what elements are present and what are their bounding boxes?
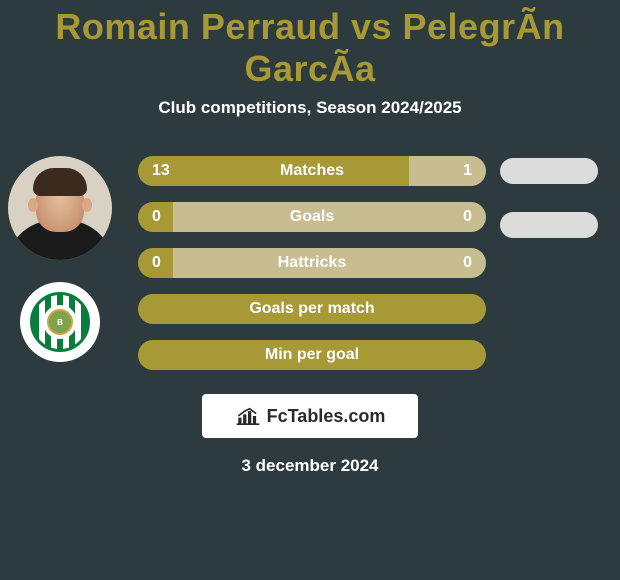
stat-full-segment <box>138 340 486 370</box>
stat-row: Goals per match <box>138 294 486 324</box>
stat-p2-segment: 0 <box>173 248 486 278</box>
stat-bars: 131Matches00Goals00HattricksGoals per ma… <box>138 156 486 370</box>
stat-p1-segment: 0 <box>138 202 173 232</box>
stat-p1-value: 0 <box>152 208 161 226</box>
chart-icon <box>235 406 261 426</box>
stat-p1-value: 0 <box>152 254 161 272</box>
snapshot-date: 3 december 2024 <box>0 456 620 476</box>
player2-oval <box>500 212 598 238</box>
stat-p2-value: 0 <box>463 254 472 272</box>
stat-p2-value: 1 <box>463 162 472 180</box>
stat-bar-track: 00 <box>138 248 486 278</box>
branding-text: FcTables.com <box>267 406 386 427</box>
stat-p1-value: 13 <box>152 162 170 180</box>
stat-bar-track: 13 1 <box>138 156 486 186</box>
player1-club-crest: B <box>20 282 100 362</box>
stat-bar-track <box>138 340 486 370</box>
stat-row: 131Matches <box>138 156 486 186</box>
player2-indicator-column <box>500 156 598 266</box>
player2-oval <box>500 158 598 184</box>
stat-p1-segment: 13 <box>138 156 409 186</box>
stat-p2-segment: 1 <box>409 156 486 186</box>
stat-p2-segment: 0 <box>173 202 486 232</box>
stat-row: Min per goal <box>138 340 486 370</box>
stat-row: 00Hattricks <box>138 248 486 278</box>
stat-row: 00Goals <box>138 202 486 232</box>
subtitle: Club competitions, Season 2024/2025 <box>0 98 620 118</box>
branding-badge: FcTables.com <box>202 394 418 438</box>
stat-bar-track <box>138 294 486 324</box>
page-title: Romain Perraud vs PelegrÃ­n GarcÃ­a <box>0 0 620 90</box>
player1-column: B <box>8 156 118 362</box>
stat-p2-value: 0 <box>463 208 472 226</box>
stat-full-segment <box>138 294 486 324</box>
stat-bar-track: 00 <box>138 202 486 232</box>
player1-avatar <box>8 156 112 260</box>
stat-p1-segment: 0 <box>138 248 173 278</box>
comparison-panel: B 131Matches00Goals00HattricksGoals per … <box>0 156 620 370</box>
